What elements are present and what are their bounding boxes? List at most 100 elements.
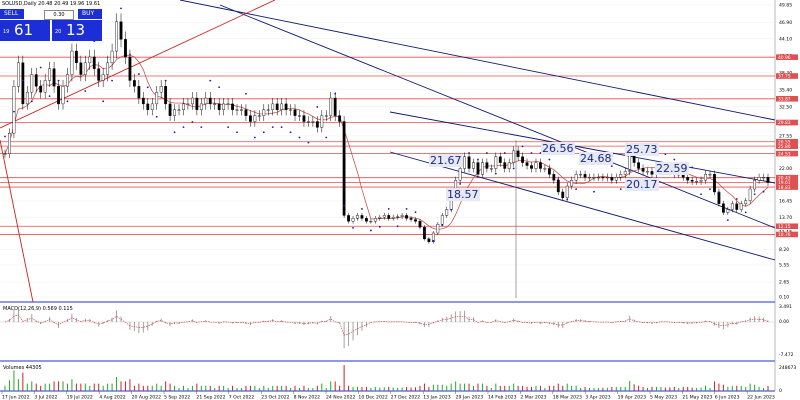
volume-scale-label: 248673 xyxy=(779,365,796,371)
candle-body xyxy=(409,218,413,220)
sar-dot xyxy=(102,100,105,103)
candle-body xyxy=(101,74,105,81)
sar-dot xyxy=(155,115,158,118)
candle-body xyxy=(347,215,350,222)
annotation-bg xyxy=(541,142,575,155)
bid-price-big: 61 xyxy=(14,21,34,39)
candle-body xyxy=(583,174,587,178)
candle-body xyxy=(168,103,172,116)
candle-body xyxy=(387,215,391,219)
annotation-label: 21.67 xyxy=(430,154,462,167)
candle-body xyxy=(436,224,440,234)
sar-dot xyxy=(521,145,524,148)
sar-dot xyxy=(744,211,747,214)
time-tick-label: 13 Jan 2023 xyxy=(423,395,451,400)
candle-body xyxy=(66,74,69,87)
price-tick-label: 2.65 xyxy=(779,280,789,286)
time-tick-label: 7 Oct 2022 xyxy=(229,395,255,400)
time-tick-label: 3 Apr 2023 xyxy=(585,395,611,400)
candle-body xyxy=(356,215,359,219)
volume-title: Volumes 44305 xyxy=(3,365,42,371)
time-tick-label: 14 Feb 2023 xyxy=(488,395,517,400)
lot-size-input[interactable]: 0.30 xyxy=(44,10,74,20)
candle-body xyxy=(150,103,154,110)
candle-body xyxy=(213,103,217,105)
annotation-bg xyxy=(429,154,463,167)
sar-dot xyxy=(21,79,24,82)
candle-body xyxy=(208,97,212,105)
time-tick-label: 27 Dec 2022 xyxy=(391,395,420,400)
candle-body xyxy=(427,238,431,243)
level-tag-label: 18.83 xyxy=(778,185,791,191)
candle-body xyxy=(512,150,516,163)
candle-body xyxy=(217,103,221,110)
price-tick-label: 5.55 xyxy=(779,263,789,269)
ask-price[interactable]: 20 13 xyxy=(52,20,102,41)
level-tag-label: 40.96 xyxy=(778,55,791,61)
candle-body xyxy=(369,221,373,223)
buy-button[interactable]: BUY xyxy=(78,9,102,19)
candle-body xyxy=(324,115,328,117)
sar-dot xyxy=(369,229,372,232)
candle-body xyxy=(307,121,310,123)
sar-dot xyxy=(129,53,131,56)
candle-body xyxy=(164,86,168,105)
time-tick-label: 20 Aug 2022 xyxy=(132,395,162,400)
candle-body xyxy=(280,103,284,110)
sar-dot xyxy=(726,219,729,222)
candle-body xyxy=(690,179,694,182)
annotation-label: 26.56 xyxy=(542,142,574,155)
candle-body xyxy=(177,109,181,111)
trend-line xyxy=(0,0,276,129)
sar-dot xyxy=(619,188,622,191)
sar-dot xyxy=(316,106,319,108)
candle-body xyxy=(12,86,16,134)
level-tag-bg xyxy=(776,174,798,181)
candle-body xyxy=(106,62,110,75)
macd-scale-label: 0.00 xyxy=(779,319,789,325)
sell-button[interactable]: SELL xyxy=(0,9,24,19)
sar-dot xyxy=(718,191,720,194)
annotation-bg xyxy=(446,188,480,201)
candle-body xyxy=(614,177,618,181)
candle-body xyxy=(240,109,243,111)
sar-dot xyxy=(111,79,113,82)
sar-dot xyxy=(120,7,122,10)
candle-body xyxy=(115,21,118,52)
sar-dot xyxy=(610,165,613,168)
candle-body xyxy=(391,216,395,219)
candle-body xyxy=(481,162,484,175)
level-tag-label: 12.15 xyxy=(778,224,791,230)
candle-body xyxy=(516,150,520,157)
candle-body xyxy=(445,209,449,216)
annotation-bg xyxy=(625,178,659,191)
candle-body xyxy=(556,179,560,193)
annotation-label: 22.59 xyxy=(656,162,688,175)
level-tag-label: 37.75 xyxy=(778,74,791,80)
sar-dot xyxy=(593,190,595,193)
sar-dot xyxy=(352,226,354,229)
bid-price-small: 19 xyxy=(3,29,10,35)
annotation-label: 20.17 xyxy=(626,178,658,191)
price-tick-label: 16.45 xyxy=(779,199,792,205)
bid-price[interactable]: 19 61 xyxy=(0,20,50,41)
candle-body xyxy=(320,115,324,128)
candle-body xyxy=(547,168,551,175)
candle-body xyxy=(699,179,703,182)
sar-dot xyxy=(548,158,551,161)
candle-body xyxy=(110,50,114,64)
sar-dot xyxy=(137,73,140,75)
macd-panel: MACD(12,26,9) 0.569 0.115 3.491 0.00 -7.47… xyxy=(0,304,794,358)
candle-body xyxy=(489,168,493,170)
level-tag-bg xyxy=(776,138,798,145)
time-tick-label: 4 Aug 2022 xyxy=(99,395,126,400)
candle-body xyxy=(382,215,386,218)
sar-dot xyxy=(218,86,221,89)
candle-body xyxy=(79,62,83,75)
candle-body xyxy=(565,185,569,199)
trend-lines[interactable] xyxy=(0,0,776,303)
one-click-trading-panel: SELL 0.30 BUY 19 61 20 13 xyxy=(0,9,102,41)
sar-dot xyxy=(280,126,283,129)
